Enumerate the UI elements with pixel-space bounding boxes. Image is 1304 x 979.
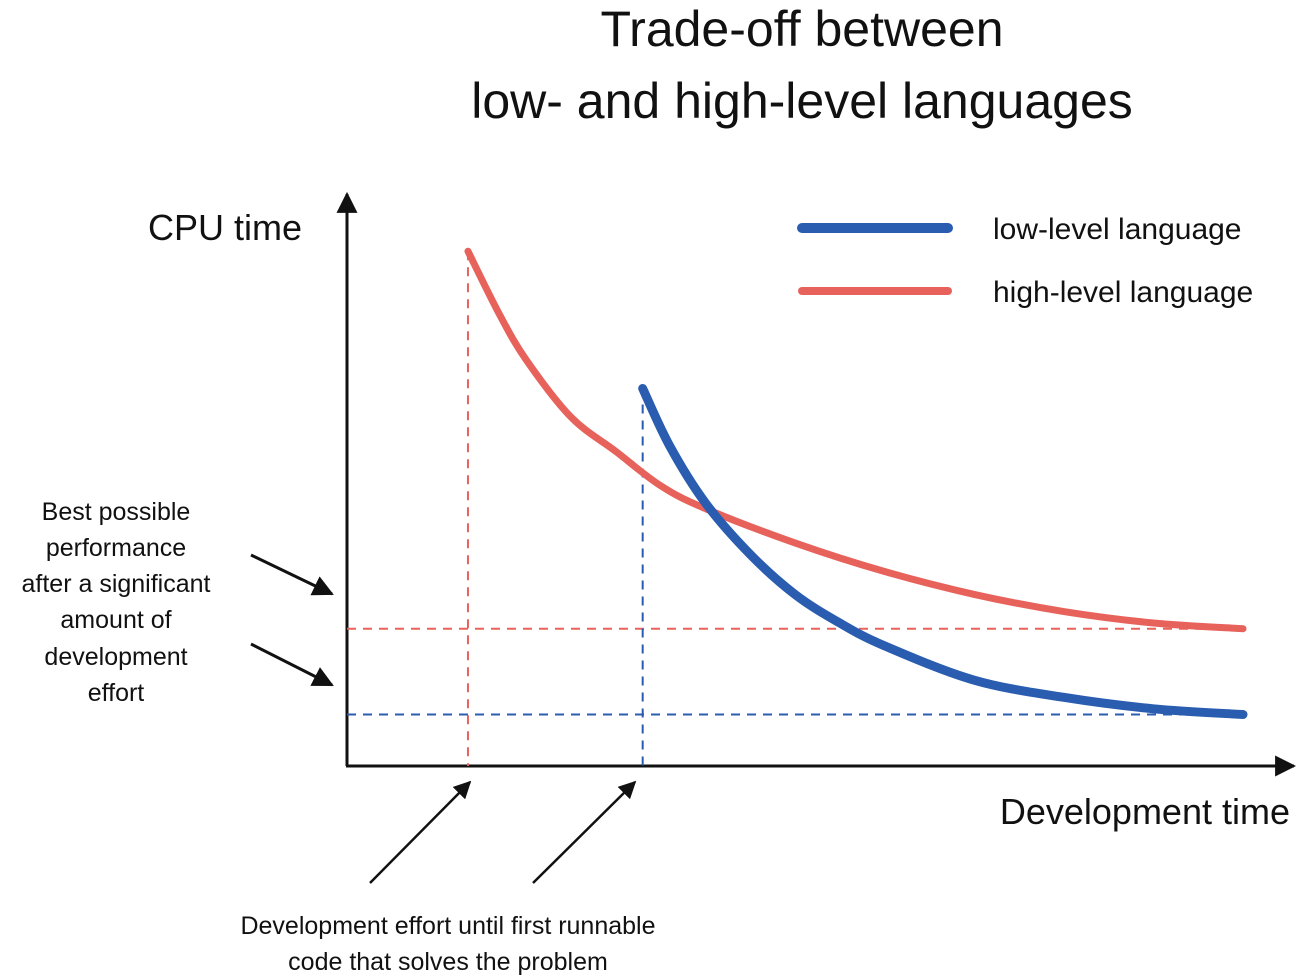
legend-label-low-level: low-level language bbox=[993, 213, 1242, 246]
annotation-best-line-5: development bbox=[44, 643, 187, 671]
annotation-best-line-2: performance bbox=[46, 534, 186, 562]
annotation-best-line-1: Best possible bbox=[42, 498, 191, 526]
legend-label-high-level: high-level language bbox=[993, 276, 1253, 309]
annotation-runnable-line-2: code that solves the problem bbox=[288, 948, 608, 976]
series-line-low-level bbox=[638, 383, 1248, 720]
x-axis-label: Development time bbox=[1000, 791, 1290, 832]
annotation-arrow-high-floor bbox=[250, 553, 334, 596]
annotation-arrow-low-floor bbox=[250, 642, 334, 687]
annotation-best-line-3: after a significant bbox=[22, 570, 211, 598]
chart-title-line-1: Trade-off between bbox=[600, 1, 1003, 57]
annotation-runnable-line-1: Development effort until first runnable bbox=[240, 912, 655, 940]
y-axis-label: CPU time bbox=[148, 207, 302, 248]
annotation-first-runnable: Development effort until first runnable … bbox=[240, 780, 656, 976]
annotation-arrow-high-start bbox=[369, 780, 472, 884]
annotation-best-line-4: amount of bbox=[60, 606, 171, 634]
chart-title: Trade-off between low- and high-level la… bbox=[471, 1, 1133, 129]
reference-lines bbox=[347, 251, 1243, 766]
series-layer bbox=[464, 247, 1248, 720]
annotation-best-line-6: effort bbox=[88, 679, 145, 707]
legend: low-level language high-level language bbox=[797, 213, 1253, 309]
chart-title-line-2: low- and high-level languages bbox=[471, 73, 1133, 129]
annotation-best-performance: Best possible performance after a signif… bbox=[22, 498, 334, 707]
annotation-arrow-low-start bbox=[532, 780, 637, 884]
series-line-high-level bbox=[464, 247, 1247, 633]
